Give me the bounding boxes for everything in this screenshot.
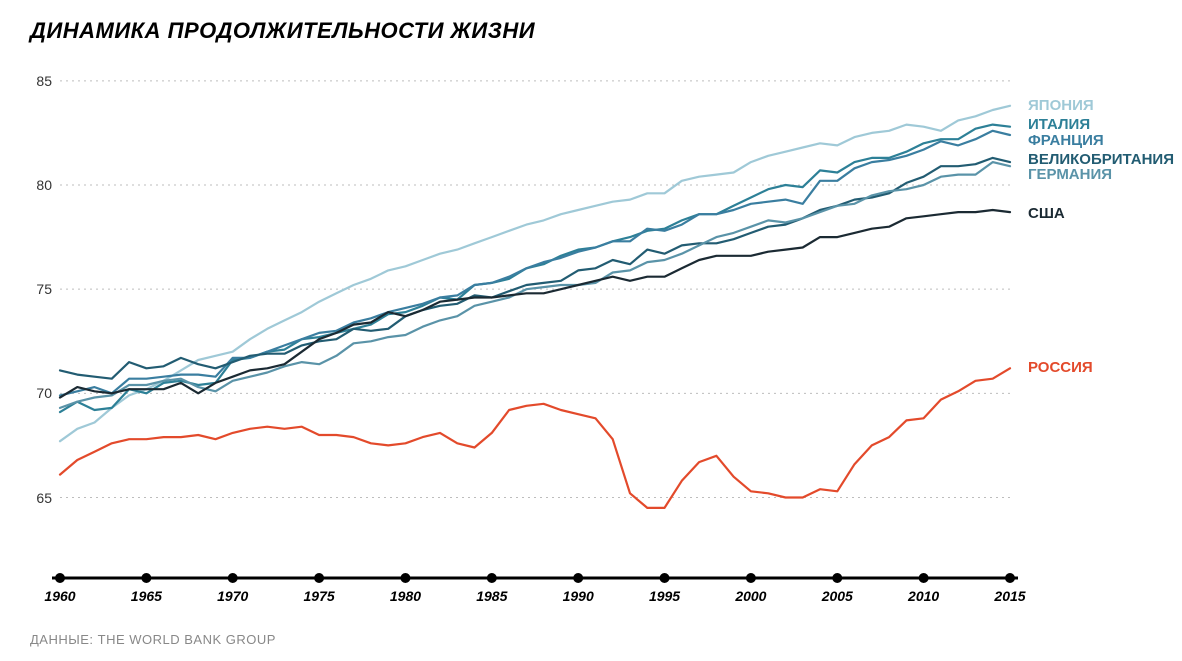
y-tick-label: 75 (16, 281, 52, 297)
x-axis-marker (1005, 573, 1015, 583)
x-axis-marker (660, 573, 670, 583)
x-axis-marker (55, 573, 65, 583)
source-attribution: ДАННЫЕ: THE WORLD BANK GROUP (30, 632, 276, 647)
x-axis-marker (228, 573, 238, 583)
series-label-germany: ГЕРМАНИЯ (1028, 166, 1112, 183)
plot-area: 6570758085196019651970197519801985199019… (60, 60, 1010, 560)
x-axis-marker (832, 573, 842, 583)
series-line-usa (60, 210, 1010, 398)
x-tick-label: 2010 (908, 588, 939, 604)
x-tick-label: 1980 (390, 588, 421, 604)
x-tick-label: 2015 (994, 588, 1025, 604)
series-label-japan: ЯПОНИЯ (1028, 97, 1094, 114)
x-axis-marker (314, 573, 324, 583)
x-tick-label: 1985 (476, 588, 507, 604)
x-tick-label: 1975 (304, 588, 335, 604)
x-tick-label: 1990 (563, 588, 594, 604)
x-axis-marker (573, 573, 583, 583)
y-tick-label: 70 (16, 385, 52, 401)
chart-title: ДИНАМИКА ПРОДОЛЖИТЕЛЬНОСТИ ЖИЗНИ (30, 18, 1182, 44)
series-line-uk (60, 158, 1010, 379)
x-axis-marker (400, 573, 410, 583)
series-label-italy: ИТАЛИЯ (1028, 116, 1090, 133)
chart-svg (60, 60, 1010, 610)
chart-container: ДИНАМИКА ПРОДОЛЖИТЕЛЬНОСТИ ЖИЗНИ 6570758… (0, 0, 1182, 661)
series-label-russia: РОССИЯ (1028, 359, 1093, 376)
x-tick-label: 1960 (44, 588, 75, 604)
series-line-italy (60, 125, 1010, 413)
x-axis-marker (919, 573, 929, 583)
x-tick-label: 2005 (822, 588, 853, 604)
y-tick-label: 65 (16, 490, 52, 506)
x-axis-marker (487, 573, 497, 583)
x-tick-label: 1970 (217, 588, 248, 604)
x-tick-label: 2000 (735, 588, 766, 604)
x-tick-label: 1995 (649, 588, 680, 604)
series-label-usa: США (1028, 205, 1065, 222)
x-axis-marker (746, 573, 756, 583)
y-tick-label: 85 (16, 73, 52, 89)
series-label-france: ФРАНЦИЯ (1028, 132, 1104, 149)
x-tick-label: 1965 (131, 588, 162, 604)
y-tick-label: 80 (16, 177, 52, 193)
x-axis-marker (141, 573, 151, 583)
series-line-france (60, 131, 1010, 396)
